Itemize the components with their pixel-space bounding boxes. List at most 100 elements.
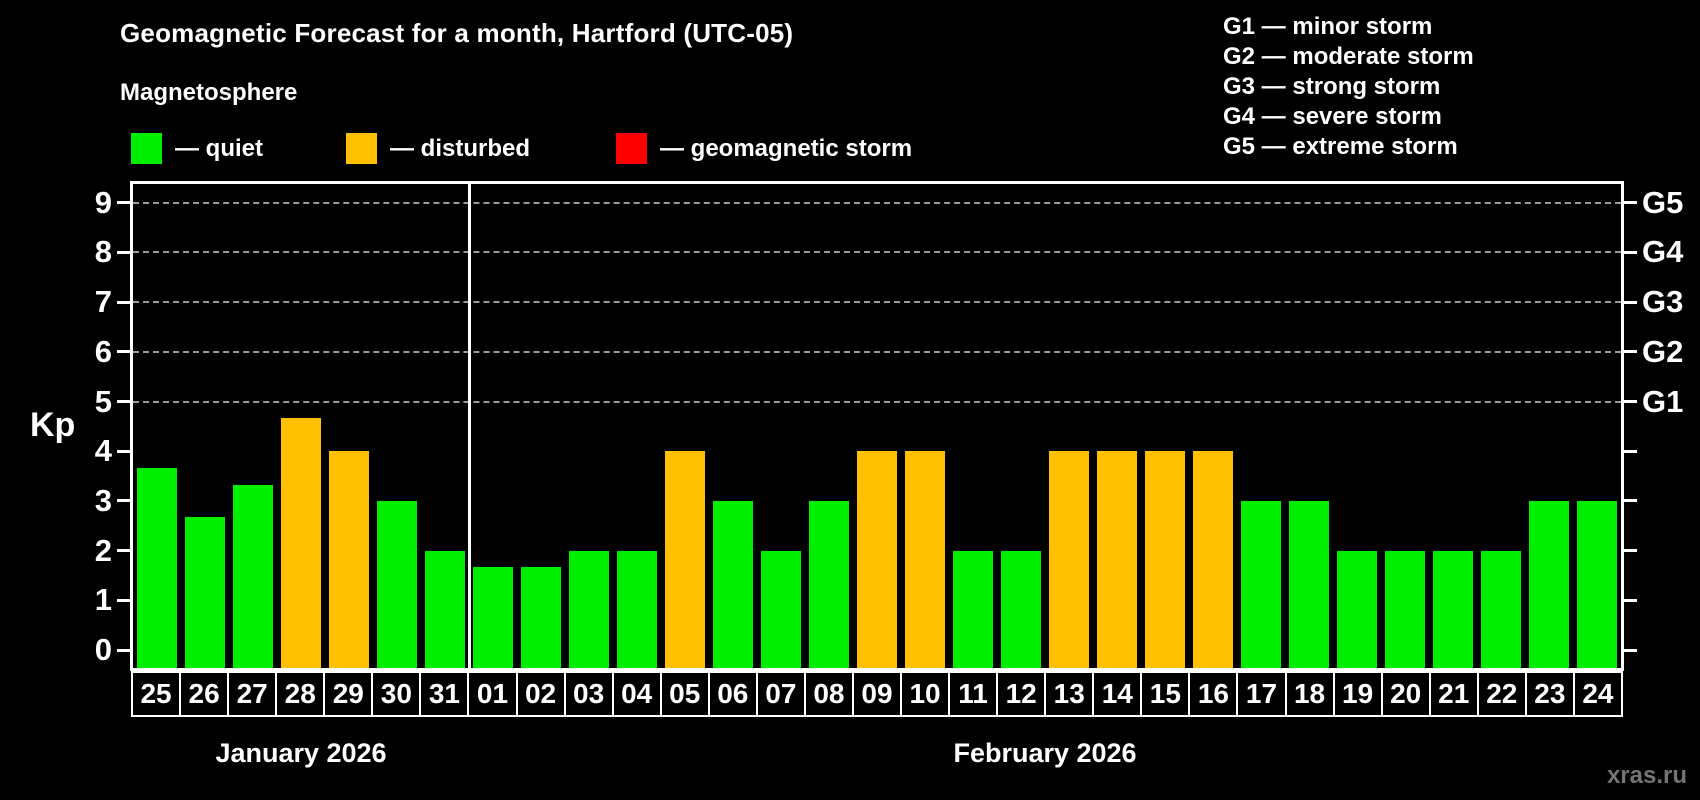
y-axis-label-9: 9 xyxy=(94,184,112,220)
gridline-kp-5 xyxy=(133,400,1621,403)
g-scale-legend-line: G3 — strong storm xyxy=(1223,73,1441,100)
day-label-06: 06 xyxy=(709,673,756,715)
day-label-03: 03 xyxy=(565,673,612,715)
x-axis-day-labels: 25 26 27 28 29 30 31 01 02 03 04 05 06 07 08 09 10 11 12 13… xyxy=(131,671,1623,717)
day-label-02: 02 xyxy=(517,673,564,715)
kp-bar-day-08 xyxy=(809,500,849,668)
right-axis-label-G5: G5 xyxy=(1642,184,1684,220)
day-label-25: 25 xyxy=(133,673,180,715)
kp-bar-day-05 xyxy=(665,451,705,668)
right-axis-label-G3: G3 xyxy=(1642,284,1684,320)
kp-bar-day-27 xyxy=(233,484,273,668)
y-axis-tick-left xyxy=(117,201,130,205)
kp-bar-day-24 xyxy=(1577,500,1617,668)
month-label: February 2026 xyxy=(953,738,1137,768)
kp-bar-day-09 xyxy=(857,451,897,668)
chart-title: Geomagnetic Forecast for a month, Hartfo… xyxy=(120,18,794,48)
day-label-26: 26 xyxy=(181,673,228,715)
kp-bar-day-12 xyxy=(1001,550,1041,668)
y-axis-tick-left xyxy=(117,648,130,652)
g-scale-legend-line: G2 — moderate storm xyxy=(1223,43,1474,70)
y-axis-tick-left xyxy=(117,350,130,354)
day-label-17: 17 xyxy=(1238,673,1285,715)
day-label-28: 28 xyxy=(277,673,324,715)
y-axis-label-8: 8 xyxy=(94,234,112,270)
gridline-kp-7 xyxy=(133,301,1621,304)
day-label-07: 07 xyxy=(757,673,804,715)
day-label-01: 01 xyxy=(469,673,516,715)
y-axis-tick-left xyxy=(117,598,130,602)
kp-bar-day-25 xyxy=(137,467,177,668)
kp-bar-day-30 xyxy=(377,500,417,668)
day-label-11: 11 xyxy=(950,673,997,715)
kp-bar-day-02 xyxy=(521,567,561,668)
month-separator-line xyxy=(467,184,471,668)
day-label-22: 22 xyxy=(1478,673,1525,715)
right-axis-label-G1: G1 xyxy=(1642,383,1684,419)
g-scale-legend-line: G4 — severe storm xyxy=(1223,103,1442,130)
kp-bar-day-18 xyxy=(1289,500,1329,668)
y-axis-tick-left xyxy=(117,400,130,403)
kp-bar-day-10 xyxy=(905,451,945,668)
plot-area xyxy=(130,181,1624,671)
g-scale-legend: G1 — minor storm G2 — moderate storm G3 — … xyxy=(1223,12,1474,162)
y-axis-tick-right xyxy=(1624,300,1637,304)
day-label-21: 21 xyxy=(1430,673,1477,715)
g-scale-legend-line: G1 — minor storm xyxy=(1223,13,1433,40)
day-label-09: 09 xyxy=(853,673,900,715)
day-label-23: 23 xyxy=(1526,673,1573,715)
day-label-16: 16 xyxy=(1190,673,1237,715)
kp-bar-day-06 xyxy=(713,500,753,668)
quiet-color-swatch-icon xyxy=(131,133,162,164)
kp-bar-day-15 xyxy=(1145,451,1185,668)
kp-bar-day-01 xyxy=(473,567,513,668)
right-axis-label-G2: G2 xyxy=(1642,333,1684,369)
y-axis-tick-right xyxy=(1624,549,1637,553)
g-scale-legend-line: G5 — extreme storm xyxy=(1223,133,1458,160)
day-label-20: 20 xyxy=(1382,673,1429,715)
kp-bar-day-16 xyxy=(1193,451,1233,668)
disturbed-color-swatch-icon xyxy=(346,133,377,164)
gridline-kp-8 xyxy=(133,251,1621,254)
kp-bar-day-17 xyxy=(1241,500,1281,668)
kp-bar-day-14 xyxy=(1097,451,1137,668)
y-axis-tick-right xyxy=(1624,201,1637,205)
y-axis-title: Kp xyxy=(30,406,76,444)
kp-bar-day-21 xyxy=(1433,550,1473,668)
y-axis-tick-left xyxy=(117,499,130,503)
day-label-30: 30 xyxy=(373,673,420,715)
day-label-18: 18 xyxy=(1286,673,1333,715)
day-label-19: 19 xyxy=(1334,673,1381,715)
y-axis-tick-left xyxy=(117,250,130,254)
kp-bar-day-19 xyxy=(1337,550,1377,668)
kp-bar-day-26 xyxy=(185,517,225,668)
kp-bar-day-23 xyxy=(1529,500,1569,668)
day-label-29: 29 xyxy=(325,673,372,715)
kp-bar-day-31 xyxy=(425,550,465,668)
y-axis-label-2: 2 xyxy=(94,532,112,568)
y-axis-tick-left xyxy=(117,449,130,453)
y-axis-label-0: 0 xyxy=(94,632,112,667)
y-axis-label-1: 1 xyxy=(94,582,112,618)
y-axis-tick-right xyxy=(1624,449,1637,453)
kp-bar-day-22 xyxy=(1481,550,1521,668)
legend-item-label: — disturbed xyxy=(390,135,531,162)
y-axis-tick-right xyxy=(1624,400,1637,403)
y-axis-tick-right xyxy=(1624,499,1637,503)
gridline-kp-6 xyxy=(133,350,1621,353)
day-label-05: 05 xyxy=(661,673,708,715)
day-label-08: 08 xyxy=(805,673,852,715)
kp-bar-day-28 xyxy=(281,417,321,668)
kp-bar-day-04 xyxy=(617,550,657,668)
y-axis-tick-right xyxy=(1624,350,1637,354)
day-label-27: 27 xyxy=(229,673,276,715)
legend-item-label: — geomagnetic storm xyxy=(660,135,913,162)
y-axis-tick-left xyxy=(117,549,130,553)
y-axis-label-7: 7 xyxy=(94,284,112,320)
chart-subtitle: Magnetosphere xyxy=(120,79,298,106)
storm-color-swatch-icon xyxy=(616,133,647,164)
kp-bar-day-07 xyxy=(761,550,801,668)
day-label-24: 24 xyxy=(1574,673,1621,715)
y-axis-label-3: 3 xyxy=(94,482,112,518)
